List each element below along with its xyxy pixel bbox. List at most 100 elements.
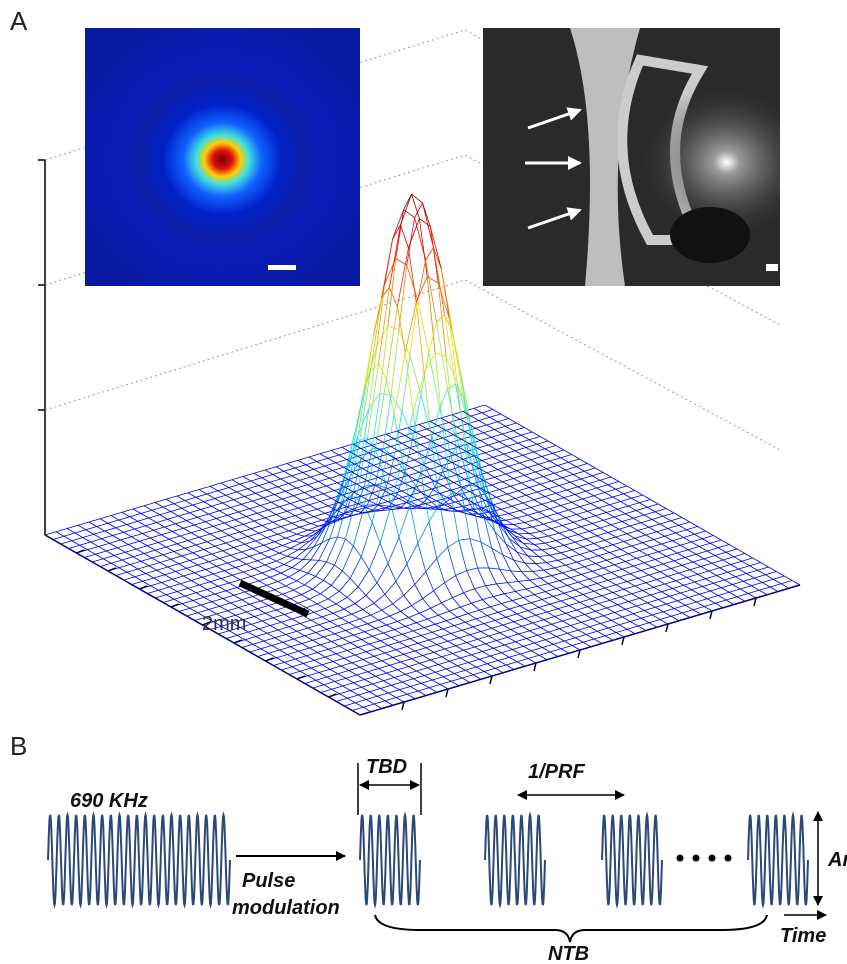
mesh-line bbox=[243, 477, 251, 482]
mesh-line bbox=[435, 669, 446, 672]
mesh-line bbox=[339, 646, 347, 651]
mesh-line bbox=[484, 433, 492, 438]
mesh-line bbox=[141, 514, 149, 519]
mesh-line bbox=[182, 601, 193, 604]
mesh-line bbox=[331, 447, 342, 450]
mesh-line bbox=[377, 696, 385, 701]
mesh-line bbox=[324, 580, 332, 585]
mesh-line bbox=[424, 676, 432, 681]
mesh-line bbox=[360, 667, 368, 672]
mesh-line bbox=[531, 507, 539, 511]
mesh-line bbox=[423, 599, 431, 609]
mesh-line bbox=[497, 583, 508, 584]
mesh-line bbox=[558, 510, 569, 513]
mesh-line bbox=[706, 576, 717, 579]
mesh-line bbox=[147, 590, 158, 593]
mesh-line bbox=[456, 642, 467, 645]
mesh-line bbox=[135, 577, 143, 582]
mesh-line bbox=[624, 491, 635, 494]
mesh-line bbox=[594, 636, 605, 639]
mesh-line bbox=[182, 508, 190, 513]
mesh-line bbox=[464, 593, 472, 603]
mesh-line bbox=[578, 534, 586, 539]
mesh-line bbox=[544, 616, 555, 619]
mesh-line bbox=[424, 464, 435, 487]
mesh-line bbox=[636, 511, 644, 516]
mesh-line bbox=[275, 590, 283, 594]
mesh-line bbox=[377, 583, 385, 595]
mesh-line bbox=[542, 644, 553, 647]
mesh-line bbox=[448, 547, 456, 575]
mesh-line bbox=[221, 527, 232, 530]
mesh-line bbox=[286, 538, 294, 541]
mesh-line bbox=[550, 461, 558, 466]
mesh-line bbox=[111, 516, 119, 521]
mesh-line bbox=[305, 585, 313, 589]
mesh-line bbox=[575, 539, 586, 542]
mesh-line bbox=[504, 591, 515, 593]
mesh-line bbox=[319, 673, 327, 678]
mesh-line bbox=[293, 492, 304, 495]
mesh-line bbox=[436, 454, 444, 459]
mesh-line bbox=[460, 464, 471, 467]
mesh-line bbox=[627, 534, 635, 539]
mesh-line bbox=[276, 610, 284, 615]
mesh-line bbox=[275, 634, 286, 637]
mesh-line bbox=[588, 508, 599, 511]
mesh-line bbox=[300, 527, 308, 530]
mesh-line bbox=[267, 487, 278, 490]
mesh-line bbox=[682, 613, 690, 618]
mesh-line bbox=[336, 654, 344, 659]
mesh-line bbox=[398, 667, 409, 670]
mesh-line bbox=[680, 545, 688, 550]
mesh-line bbox=[210, 578, 221, 581]
mesh-line bbox=[297, 679, 305, 684]
mesh-line bbox=[602, 592, 613, 595]
mesh-line bbox=[559, 530, 570, 533]
mesh-line bbox=[630, 618, 641, 621]
mesh-line bbox=[256, 637, 264, 642]
mesh-line bbox=[550, 649, 561, 652]
mesh-line bbox=[254, 518, 265, 521]
mesh-line bbox=[482, 461, 490, 466]
mesh-line bbox=[332, 638, 343, 641]
mesh-line bbox=[468, 663, 476, 668]
mesh-line bbox=[387, 621, 398, 625]
mesh-line bbox=[166, 595, 174, 600]
mesh-line bbox=[232, 527, 240, 531]
mesh-line bbox=[262, 475, 273, 478]
mesh-line bbox=[350, 499, 358, 503]
mesh-line bbox=[553, 548, 561, 553]
mesh-line bbox=[415, 572, 426, 585]
mesh-line bbox=[245, 544, 253, 548]
mesh-line bbox=[571, 622, 582, 625]
mesh-line bbox=[303, 616, 311, 621]
mesh-line bbox=[517, 662, 525, 667]
mesh-line bbox=[687, 574, 698, 577]
mesh-line bbox=[361, 523, 372, 557]
mesh-line bbox=[108, 571, 116, 576]
mesh-line bbox=[113, 536, 121, 541]
mesh-line bbox=[550, 458, 561, 461]
mesh-line bbox=[684, 538, 692, 543]
mesh-line bbox=[602, 500, 610, 505]
mesh-line bbox=[610, 505, 618, 510]
mesh-line bbox=[525, 663, 536, 666]
mesh-line bbox=[298, 460, 306, 465]
mesh-line bbox=[245, 637, 256, 640]
mesh-line bbox=[320, 501, 328, 505]
mesh-line bbox=[152, 558, 160, 563]
mesh-line bbox=[715, 603, 723, 608]
mesh-line bbox=[424, 484, 432, 488]
mesh-line bbox=[358, 695, 366, 700]
mesh-line bbox=[374, 653, 385, 656]
mesh-line bbox=[352, 610, 363, 615]
mesh-line bbox=[275, 494, 283, 498]
mesh-line bbox=[199, 537, 207, 541]
mesh-line bbox=[754, 575, 765, 578]
mesh-line bbox=[490, 604, 501, 607]
mesh-line bbox=[336, 698, 347, 701]
mesh-line bbox=[213, 523, 224, 526]
mesh-line bbox=[566, 610, 577, 613]
mesh-line bbox=[382, 604, 393, 610]
